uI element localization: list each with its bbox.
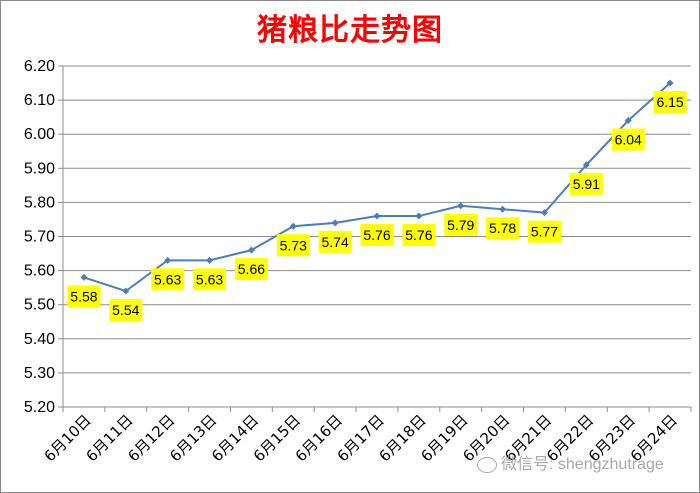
data-label-box: [527, 220, 561, 243]
data-point-marker: [624, 117, 632, 125]
data-label-box: [444, 213, 478, 236]
data-point-marker: [206, 256, 214, 264]
data-label: 5.78: [489, 220, 516, 236]
data-label: 5.63: [154, 271, 181, 287]
watermark: 微信号: shengzhutrage: [477, 450, 664, 474]
y-tick-label: 5.50: [24, 297, 55, 314]
y-tick-label: 6.20: [24, 58, 55, 75]
data-label: 5.76: [405, 227, 432, 243]
data-label: 5.76: [363, 227, 390, 243]
y-tick-label: 5.60: [24, 263, 55, 280]
data-point-marker: [582, 161, 590, 169]
y-tick-label: 5.30: [24, 365, 55, 382]
data-point-marker: [457, 202, 465, 210]
data-label: 5.63: [196, 271, 223, 287]
data-label-box: [67, 285, 101, 308]
data-label-box: [486, 217, 520, 240]
data-point-marker: [247, 246, 255, 254]
data-point-marker: [540, 209, 548, 217]
data-point-marker: [164, 256, 172, 264]
data-point-marker: [373, 212, 381, 220]
y-tick-label: 5.20: [24, 399, 55, 416]
y-tick-label: 6.10: [24, 92, 55, 109]
data-label-box: [151, 268, 185, 291]
data-point-marker: [415, 212, 423, 220]
data-point-marker: [80, 273, 88, 281]
data-label-box: [360, 224, 394, 247]
data-label: 5.77: [531, 224, 558, 240]
y-tick-label: 5.90: [24, 160, 55, 177]
data-label-box: [402, 224, 436, 247]
data-point-marker: [499, 205, 507, 213]
data-label: 5.91: [573, 176, 600, 192]
data-label-box: [234, 258, 268, 281]
data-label: 5.58: [70, 288, 97, 304]
wechat-icon: [477, 456, 497, 473]
y-tick-label: 5.70: [24, 229, 55, 246]
chart-title: 猪粮比走势图: [257, 13, 443, 48]
data-point-marker: [331, 219, 339, 227]
data-label: 6.04: [615, 132, 642, 148]
data-label: 5.54: [112, 302, 139, 318]
y-tick-label: 6.00: [24, 126, 55, 143]
data-label: 5.73: [280, 237, 307, 253]
data-label-box: [318, 230, 352, 253]
data-label: 5.66: [238, 261, 265, 277]
data-point-marker: [122, 287, 130, 295]
data-point-marker: [666, 79, 674, 87]
axes: [58, 65, 692, 412]
data-label-box: [653, 91, 687, 114]
data-label-box: [611, 128, 645, 151]
y-tick-label: 5.80: [24, 194, 55, 211]
data-label-box: [109, 299, 143, 322]
data-point-marker: [289, 222, 297, 230]
data-labels: 5.58 5.54 5.63 5.63 5.66 5.73 5.74 5.76 5.76 5.79…: [67, 91, 687, 322]
data-label: 5.74: [322, 234, 349, 250]
data-label: 6.15: [656, 94, 683, 110]
data-label-box: [569, 172, 603, 195]
watermark-text: 微信号: shengzhutrage: [501, 456, 664, 473]
data-label: 5.79: [447, 217, 474, 233]
data-label-box: [193, 268, 227, 291]
y-tick-label: 5.40: [24, 331, 55, 348]
data-label-box: [276, 234, 310, 257]
y-tick-labels: 5.20 5.30 5.40 5.50 5.60 5.70 5.80 5.90 6.00 6.10…: [24, 58, 55, 416]
